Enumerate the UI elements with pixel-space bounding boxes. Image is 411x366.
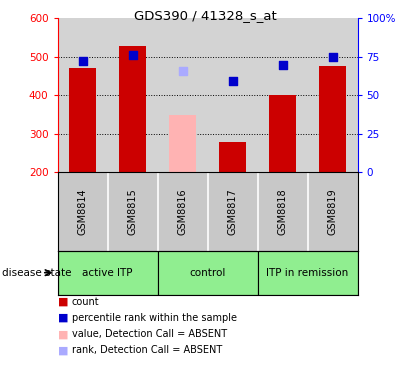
Bar — [157, 251, 258, 295]
Text: percentile rank within the sample: percentile rank within the sample — [72, 313, 237, 323]
Bar — [258, 251, 358, 295]
Text: GSM8815: GSM8815 — [127, 188, 138, 235]
Text: ■: ■ — [58, 329, 69, 339]
Text: GSM8817: GSM8817 — [228, 188, 238, 235]
Text: rank, Detection Call = ABSENT: rank, Detection Call = ABSENT — [72, 345, 222, 355]
Text: control: control — [189, 268, 226, 278]
Text: ■: ■ — [58, 345, 69, 355]
Bar — [319, 66, 346, 172]
Text: disease state: disease state — [2, 268, 72, 278]
Text: GSM8816: GSM8816 — [178, 188, 187, 235]
Point — [129, 52, 136, 58]
Bar — [219, 142, 246, 172]
Text: active ITP: active ITP — [82, 268, 133, 278]
Text: ■: ■ — [58, 313, 69, 323]
Point — [279, 62, 286, 68]
Text: GSM8814: GSM8814 — [78, 188, 88, 235]
Text: ■: ■ — [58, 297, 69, 307]
Text: ITP in remission: ITP in remission — [266, 268, 349, 278]
Bar — [58, 251, 157, 295]
Bar — [269, 95, 296, 172]
Point — [329, 54, 336, 60]
Bar — [169, 115, 196, 172]
Point — [229, 78, 236, 83]
Text: GSM8819: GSM8819 — [328, 188, 337, 235]
Text: GSM8818: GSM8818 — [277, 188, 288, 235]
Text: count: count — [72, 297, 99, 307]
Bar — [69, 68, 96, 172]
Text: value, Detection Call = ABSENT: value, Detection Call = ABSENT — [72, 329, 227, 339]
Point — [79, 57, 86, 64]
Text: GDS390 / 41328_s_at: GDS390 / 41328_s_at — [134, 9, 277, 22]
Point — [179, 68, 186, 74]
Bar — [119, 46, 146, 172]
